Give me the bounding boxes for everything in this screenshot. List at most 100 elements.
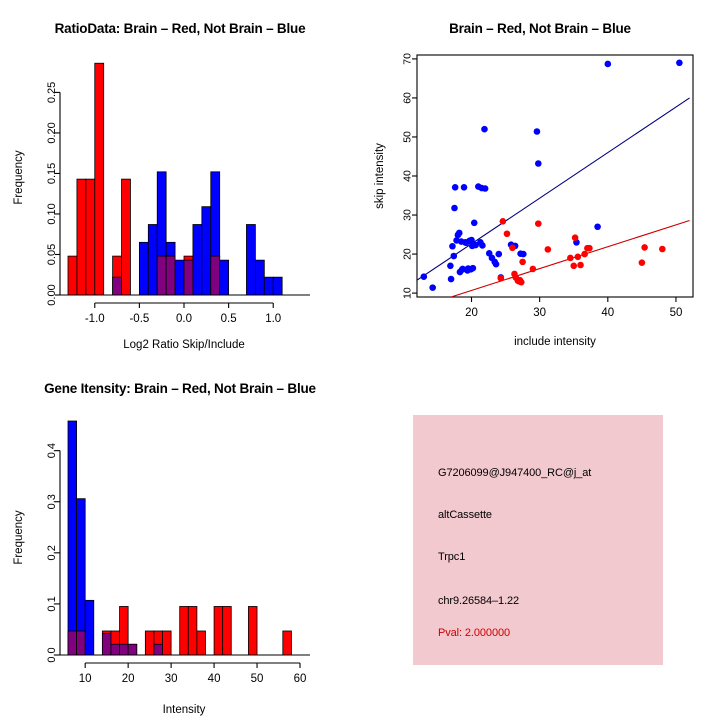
panel-intensity-scatter: Brain – Red, Not Brain – Blue 10 20 30 40 50… (360, 0, 720, 360)
hist-bar (85, 178, 96, 296)
scatter-point (460, 184, 468, 191)
x-tick-label: 20 (465, 307, 478, 319)
scatter-point (450, 252, 458, 260)
scatter-title: Brain – Red, Not Brain – Blue (449, 21, 631, 36)
y-tick-label: 0.25 (46, 82, 58, 103)
hist-bar-overlap (210, 255, 221, 296)
y-tick-label: 0.4 (46, 443, 58, 458)
x-tick-label: 10 (79, 673, 92, 685)
scatter-point (449, 242, 456, 250)
scatter-point (447, 275, 455, 283)
hist-bar (263, 276, 274, 296)
hist-bar (162, 630, 172, 656)
x-tick-label: 30 (533, 307, 546, 319)
scatter-point (519, 258, 526, 266)
hist-bar (94, 62, 105, 296)
scatter-point (469, 264, 477, 272)
x-tick-label: 0.5 (221, 313, 237, 325)
x-tick-label: -0.5 (129, 313, 149, 325)
hist-bar (196, 630, 206, 656)
scatter-point (533, 128, 541, 135)
x-tick-label: 20 (122, 673, 135, 685)
hist-bar-overlap (112, 276, 122, 296)
y-axis-label: skip intensity (374, 143, 386, 209)
hist-bar-overlap (156, 255, 167, 296)
scatter-point (492, 260, 500, 268)
scatter-point (604, 60, 612, 68)
x-tick-label: 1.0 (265, 313, 281, 325)
hist-bar (144, 630, 155, 656)
locus-text: chr9.26584–1.22 (438, 595, 520, 607)
gene-histogram-title: Gene Itensity: Brain – Red, Not Brain – … (44, 381, 316, 396)
y-axis-label: Frequency (13, 510, 25, 565)
pval-text: Pval: 2.000000 (438, 627, 510, 639)
scatter-point (479, 242, 486, 249)
scatter-point (497, 274, 505, 282)
scatter-point (659, 245, 666, 253)
hist-bar (201, 206, 212, 296)
ratio-histogram-title: RatioData: Brain – Red, Not Brain – Blue (54, 21, 306, 36)
scatter-point (499, 217, 507, 225)
y-tick-label: 0.2 (46, 545, 58, 560)
hist-bar (76, 178, 87, 296)
scatter-point (509, 244, 516, 252)
y-tick-label: 0.10 (46, 203, 58, 224)
scatter-axes: 10 20 30 40 50 60 70 20 30 40 50 (402, 53, 683, 319)
scatter-point (577, 261, 584, 269)
hist-bar (174, 259, 185, 296)
hist-bar-overlap (165, 255, 176, 296)
hist-bar-overlap (76, 630, 86, 656)
hist-bar (246, 224, 256, 296)
scatter-series (497, 217, 666, 286)
plot-frame (416, 54, 694, 298)
scatter-point (503, 230, 511, 238)
y-tick-label: 0.0 (46, 647, 58, 662)
scatter-point (529, 265, 537, 273)
scatter-point (535, 220, 542, 227)
hist-bar (219, 259, 230, 296)
hist-bar-overlap (119, 643, 129, 656)
hist-bar (248, 606, 258, 656)
scatter-point (520, 250, 527, 258)
hist-bar (254, 259, 265, 296)
x-axis-label: Log2 Ratio Skip/Include (123, 339, 244, 351)
gene-info-box: G7206099@J947400_RC@j_at altCassette Trp… (413, 415, 663, 665)
scatter-point (447, 262, 454, 270)
hist-bar-overlap (101, 633, 112, 656)
scatter-point (567, 254, 574, 262)
hist-bar-overlap (67, 630, 77, 656)
scatter-point (544, 246, 552, 253)
y-tick-label: 70 (402, 53, 414, 65)
not-brain-fit (417, 97, 690, 281)
scatter-point (517, 278, 525, 286)
y-tick-label: 50 (402, 131, 414, 143)
y-tick-label: 60 (402, 92, 414, 104)
probe-id-text: G7206099@J947400_RC@j_at (438, 467, 592, 479)
scatter-point (594, 223, 601, 231)
y-tick-label: 30 (402, 209, 414, 221)
x-axis-label: include intensity (514, 336, 596, 348)
scatter-point (586, 244, 593, 252)
scatter-point (495, 250, 503, 258)
hist-bar (282, 630, 292, 656)
scatter-point (676, 59, 683, 67)
hist-bar (67, 420, 77, 656)
scatter-point (638, 259, 646, 266)
x-tick-label: 30 (165, 673, 178, 685)
y-axis-label: Frequency (13, 150, 25, 205)
y-tick-label: 0.3 (46, 494, 58, 509)
x-tick-label: 0.0 (176, 313, 192, 325)
hist-bar (121, 178, 131, 296)
intensity-scatter-plot: 10 20 30 40 50 60 70 20 30 40 50 include intensity s… (374, 53, 694, 348)
gene-intensity-histogram-axes: 0.0 0.1 0.2 0.3 0.4 10 20 30 40 50 60 (46, 443, 310, 685)
scatter-point (451, 204, 458, 212)
panel-ratio-histogram: RatioData: Brain – Red, Not Brain – Blue… (0, 0, 360, 360)
gene-intensity-plot: 0.0 0.1 0.2 0.3 0.4 10 20 30 40 50 60 Intensity Freq… (13, 420, 310, 716)
y-tick-label: 10 (402, 287, 414, 299)
scatter-point (481, 185, 489, 192)
scatter-point (570, 262, 578, 270)
hist-bar (192, 224, 203, 296)
panel-gene-info: G7206099@J947400_RC@j_at altCassette Trp… (360, 360, 720, 720)
scatter-point (429, 284, 436, 291)
